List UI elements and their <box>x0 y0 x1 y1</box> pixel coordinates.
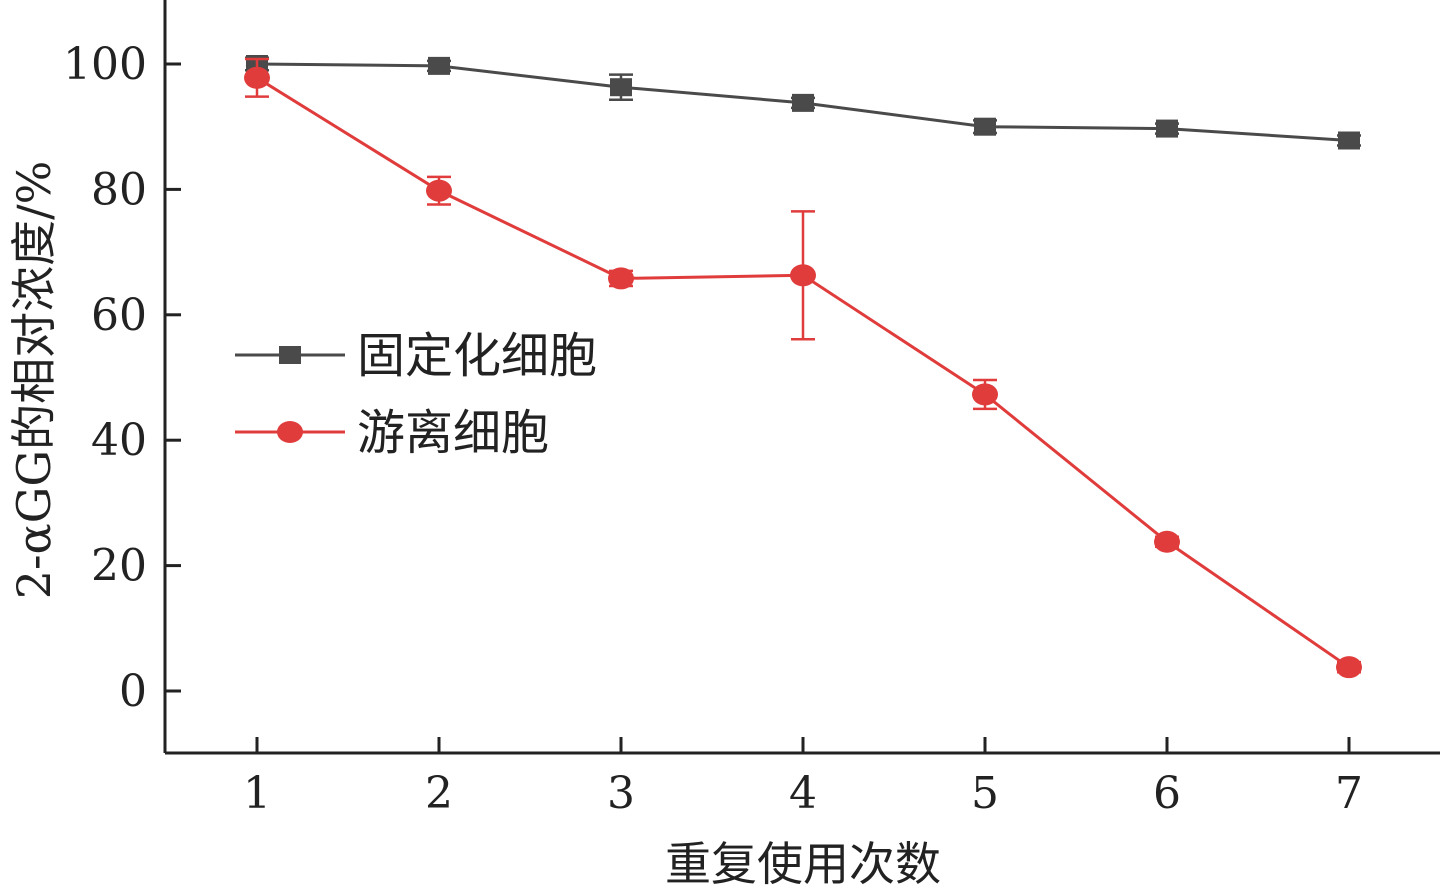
legend-label: 游离细胞 <box>357 405 549 461</box>
data-point <box>426 179 452 202</box>
legend-swatch-marker <box>277 421 303 443</box>
series-1 <box>245 55 1361 150</box>
data-point <box>974 117 996 136</box>
data-point <box>1338 131 1360 150</box>
x-tick-label: 3 <box>607 768 635 819</box>
legend-item-1: 固定化细胞 <box>235 328 597 384</box>
data-point <box>790 264 816 287</box>
x-tick-label: 4 <box>789 768 817 819</box>
y-tick-label: 60 <box>91 290 147 341</box>
data-point <box>244 66 270 89</box>
y-axis-title: 2-αGG的相对浓度/% <box>7 161 61 600</box>
data-point <box>972 383 998 406</box>
x-tick-label: 1 <box>243 768 271 819</box>
axes: 0 20 40 60 80 100 1 2 3 4 5 6 7 <box>63 0 1440 819</box>
series-layer <box>244 55 1362 679</box>
series-2 <box>244 57 1362 679</box>
data-point <box>608 267 634 290</box>
y-tick-label: 100 <box>63 39 147 90</box>
data-point <box>1154 530 1180 553</box>
data-point <box>610 78 632 97</box>
x-tick-label: 5 <box>971 768 999 819</box>
x-tick-label: 6 <box>1153 768 1181 819</box>
y-tick-label: 20 <box>91 541 147 592</box>
legend-swatch-marker <box>279 346 301 364</box>
data-point <box>792 93 814 112</box>
legend-item-2: 游离细胞 <box>235 405 549 461</box>
legend-label: 固定化细胞 <box>357 328 597 384</box>
data-point <box>428 56 450 75</box>
y-tick-label: 0 <box>119 666 147 717</box>
y-tick-label: 40 <box>91 415 147 466</box>
x-tick-label: 7 <box>1335 768 1363 819</box>
x-axis-title: 重复使用次数 <box>665 837 941 891</box>
data-point <box>1156 119 1178 138</box>
y-tick-label: 80 <box>91 164 147 215</box>
data-point <box>1336 656 1362 679</box>
x-tick-label: 2 <box>425 768 453 819</box>
